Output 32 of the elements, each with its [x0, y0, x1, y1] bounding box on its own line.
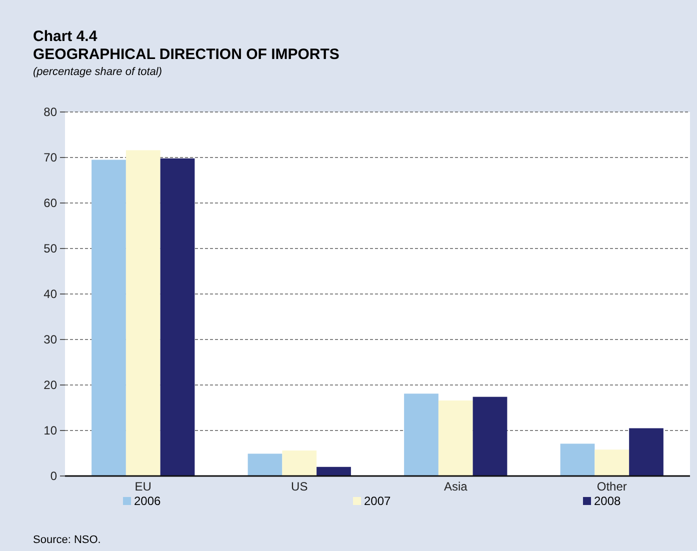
- bar: [560, 444, 595, 476]
- bar: [594, 450, 630, 476]
- x-tick-label: EU: [134, 480, 152, 494]
- chart-title: Chart 4.4: [33, 28, 98, 45]
- bar: [160, 158, 195, 476]
- bar: [248, 454, 282, 476]
- bar: [629, 428, 664, 476]
- x-tick-label: US: [291, 480, 308, 494]
- y-tick-label: 60: [44, 196, 58, 210]
- x-tick-label: Asia: [444, 480, 468, 494]
- bar: [92, 160, 126, 476]
- y-tick-label: 0: [50, 468, 58, 483]
- y-tick-label: 30: [44, 332, 58, 346]
- legend-label: 2008: [594, 494, 622, 508]
- y-tick-label: 10: [44, 423, 58, 438]
- x-tick-label: Other: [596, 480, 627, 494]
- y-tick-label: 70: [44, 150, 58, 164]
- bar: [404, 394, 438, 476]
- y-tick-label: 20: [44, 378, 58, 392]
- chart-subtitle: GEOGRAPHICAL DIRECTION OF IMPORTS: [33, 46, 340, 63]
- y-axis-title: (percentage share of total): [33, 66, 162, 78]
- bar: [282, 450, 317, 476]
- bar: [472, 396, 508, 476]
- bar: [438, 400, 473, 476]
- source-note: Source: NSO.: [33, 534, 101, 546]
- bar: [316, 466, 351, 476]
- y-tick-label: 50: [44, 241, 58, 256]
- bar: [126, 150, 160, 476]
- legend-label: 2006: [134, 494, 162, 508]
- legend-label: 2007: [364, 494, 392, 508]
- y-tick-label: 40: [44, 286, 58, 301]
- y-tick-label: 80: [44, 104, 58, 119]
